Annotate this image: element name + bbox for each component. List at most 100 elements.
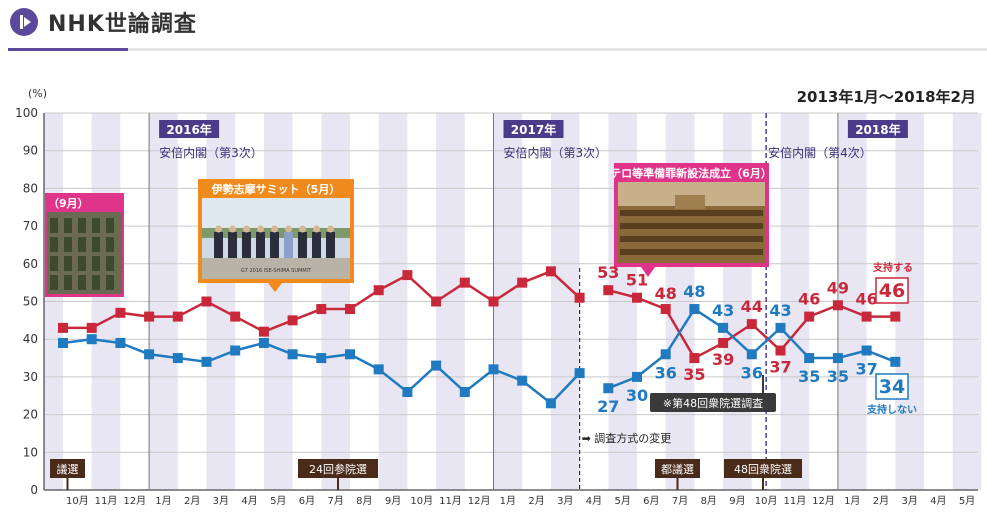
soldier-figure: [92, 256, 100, 271]
series-lines: [62, 270, 896, 405]
event-tag: 議選: [57, 462, 79, 476]
data-label: 43: [769, 301, 791, 320]
summit-head: [243, 225, 250, 233]
data-point: [144, 349, 155, 360]
x-tick-label: 6月: [643, 495, 659, 507]
data-point: [144, 311, 155, 322]
soldier-figure: [92, 218, 100, 233]
diet-podium: [675, 195, 705, 209]
x-tick-label: 1月: [155, 495, 171, 507]
data-point: [861, 311, 872, 322]
soldier-figure: [50, 256, 58, 271]
y-tick-label: 100: [15, 106, 38, 120]
data-label: 37: [769, 358, 791, 377]
y-tick-label: 70: [23, 219, 38, 233]
x-tick-label: 12月: [468, 495, 491, 507]
summit-head: [271, 225, 278, 233]
data-label: 46: [855, 290, 877, 309]
x-tick-label: 5月: [270, 495, 286, 507]
summit-head: [313, 225, 320, 233]
soldier-figure: [78, 218, 86, 233]
summit-figure: [214, 232, 223, 258]
callouts: （9月） 伊勢志摩サミット（5月） G7 2016 ISE-SHIMA SUMMIT…: [45, 163, 776, 412]
legend-oppose: 支持しない: [866, 403, 917, 416]
end-value-oppose: 34: [879, 376, 905, 398]
data-point: [115, 307, 126, 318]
data-label: 37: [855, 360, 877, 379]
x-tick-label: 5月: [614, 495, 630, 507]
x-tick-label: 10月: [66, 495, 89, 507]
data-point: [890, 356, 901, 367]
data-label: 46: [798, 290, 820, 309]
data-point: [431, 296, 442, 307]
data-point: [545, 398, 556, 409]
survey-note: ※第48回衆院選調査: [663, 396, 763, 410]
x-tick-label: 7月: [672, 495, 688, 507]
x-tick-label: 12月: [123, 495, 146, 507]
soldier-figure: [64, 275, 72, 290]
data-point: [230, 345, 241, 356]
data-label: 39: [712, 350, 734, 369]
legend-support: 支持する: [872, 261, 913, 274]
year-badge: [159, 120, 220, 138]
data-label: 35: [683, 365, 705, 384]
year-badge: [503, 120, 564, 138]
event-tag-bg: [655, 459, 700, 478]
x-tick-label: 1月: [500, 495, 516, 507]
end-value-box: [875, 277, 909, 304]
callout-title: （9月）: [48, 197, 89, 210]
data-point: [632, 371, 642, 382]
data-label: 48: [655, 284, 677, 303]
data-point: [58, 322, 68, 333]
soldier-figure: [64, 256, 72, 271]
event-tag-bg: [298, 459, 378, 478]
data-label: 35: [798, 367, 820, 386]
data-point: [201, 296, 212, 307]
data-point: [574, 292, 585, 303]
x-tick-label: 3月: [213, 495, 229, 507]
data-point: [459, 386, 470, 397]
y-tick-label: 60: [23, 257, 38, 271]
x-tick-label: 12月: [812, 495, 835, 507]
survey-note-bg: [650, 393, 776, 412]
callout-title: 伊勢志摩サミット（5月）: [211, 182, 341, 196]
data-point: [402, 270, 413, 281]
x-tick-label: 4月: [241, 495, 257, 507]
summit-figure: [298, 232, 307, 258]
play-icon: [10, 8, 38, 36]
data-label: 30: [626, 386, 648, 405]
x-tick-label: 11月: [439, 495, 462, 507]
x-tick-label: 6月: [299, 495, 315, 507]
soldier-figure: [64, 237, 72, 252]
callout-pointer: [268, 283, 282, 292]
y-unit-label: (%): [28, 87, 47, 100]
data-point: [632, 292, 642, 303]
data-point: [832, 353, 843, 364]
x-tick-label: 2月: [528, 495, 544, 507]
data-point: [287, 349, 298, 360]
data-label: 35: [827, 367, 849, 386]
soldier-figure: [78, 237, 86, 252]
diet-bench-row: [620, 223, 763, 229]
summit-figure: [242, 232, 251, 258]
summit-figure: [228, 232, 237, 258]
callout-title: テロ等準備罪新設法成立（6月）: [610, 166, 772, 180]
summit-sky: [202, 198, 350, 228]
y-tick-label: 0: [30, 483, 38, 497]
soldier-figure: [50, 237, 58, 252]
summit-figure: [256, 232, 265, 258]
event-tag: 48回衆院選: [734, 462, 792, 476]
year-label: 2016年: [166, 122, 211, 137]
data-point: [459, 277, 470, 288]
data-point: [58, 337, 68, 348]
summit-figure: [312, 232, 321, 258]
x-tick-label: 4月: [930, 495, 946, 507]
y-tick-label: 10: [23, 445, 38, 459]
end-value-support: 46: [879, 280, 905, 302]
header-divider: [8, 48, 987, 51]
x-tick-label: 1月: [844, 495, 860, 507]
data-label: 36: [741, 363, 763, 382]
data-point: [603, 285, 614, 296]
